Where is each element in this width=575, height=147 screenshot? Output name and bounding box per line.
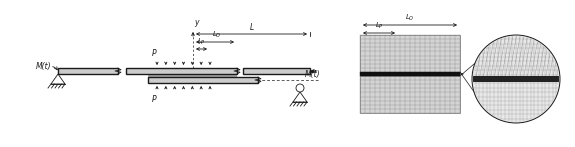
Text: $L_O$: $L_O$ bbox=[212, 30, 222, 40]
Bar bbox=[148, 74, 237, 77]
Bar bbox=[126, 68, 237, 74]
Bar bbox=[360, 72, 460, 76]
Text: M(t): M(t) bbox=[305, 71, 321, 80]
Bar bbox=[58, 68, 118, 74]
Bar bbox=[360, 76, 460, 113]
Text: $L_P$: $L_P$ bbox=[197, 37, 206, 47]
Circle shape bbox=[472, 35, 560, 123]
Bar bbox=[148, 77, 258, 83]
Text: L: L bbox=[250, 23, 254, 32]
Text: P: P bbox=[152, 49, 156, 58]
Text: $L_P$: $L_P$ bbox=[374, 21, 384, 31]
Bar bbox=[243, 68, 310, 74]
Text: M(t): M(t) bbox=[36, 61, 52, 71]
Text: y: y bbox=[194, 18, 198, 27]
Text: P: P bbox=[152, 95, 156, 104]
Bar bbox=[472, 76, 560, 82]
Text: $L_O$: $L_O$ bbox=[405, 13, 415, 23]
Bar bbox=[360, 35, 460, 72]
